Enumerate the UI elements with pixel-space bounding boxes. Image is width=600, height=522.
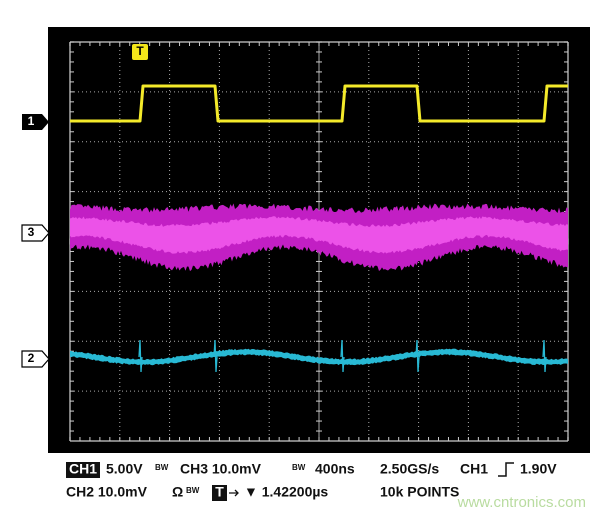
ch3-setting: CH3 10.0mV (180, 461, 262, 477)
trigger-marker: T (136, 44, 144, 58)
ch3-trace-core (70, 216, 568, 254)
ch2-spike (138, 339, 143, 373)
record-length: 10k POINTS (380, 484, 459, 500)
trigger-badge: T (215, 484, 224, 500)
watermark: www.cntronics.com (457, 494, 586, 511)
sample-rate: 2.50GS/s (380, 461, 439, 477)
ch2-trace (70, 348, 568, 366)
ch1-marker (22, 114, 49, 130)
ch2-bw: BW (186, 486, 200, 495)
trigger-badge-box (212, 485, 227, 501)
rising-edge-icon (498, 462, 514, 477)
timebase: 400ns (315, 461, 355, 477)
trigger-delay: ▼ 1.42200µs (244, 484, 328, 500)
ch2-spike (213, 339, 218, 373)
ch1-bw: BW (155, 463, 169, 472)
trigger-marker-box (132, 44, 148, 60)
ch2-spike (542, 339, 547, 373)
ch1-trace (70, 84, 568, 123)
ch2-setting: CH2 10.0mV (66, 484, 148, 500)
ch2-marker-label: 2 (28, 351, 35, 365)
trigger-level: 1.90V (520, 461, 557, 477)
arrow-icon (229, 489, 239, 497)
ch1-marker-label: 1 (28, 114, 35, 128)
ch1-scale: 5.00V (106, 461, 143, 477)
ch2-spike (340, 339, 345, 373)
waveforms (70, 84, 568, 373)
ch3-marker (21, 224, 50, 242)
ch1-badge-box (66, 462, 100, 478)
ch2-spike (415, 339, 420, 373)
trigger-source: CH1 (460, 461, 488, 477)
ch2-marker (21, 350, 50, 368)
ch2-ohm: Ω (172, 484, 183, 500)
ch3-bw: BW (292, 463, 306, 472)
ch3-marker-label: 3 (28, 225, 35, 239)
ch1-badge: CH1 (69, 461, 97, 477)
